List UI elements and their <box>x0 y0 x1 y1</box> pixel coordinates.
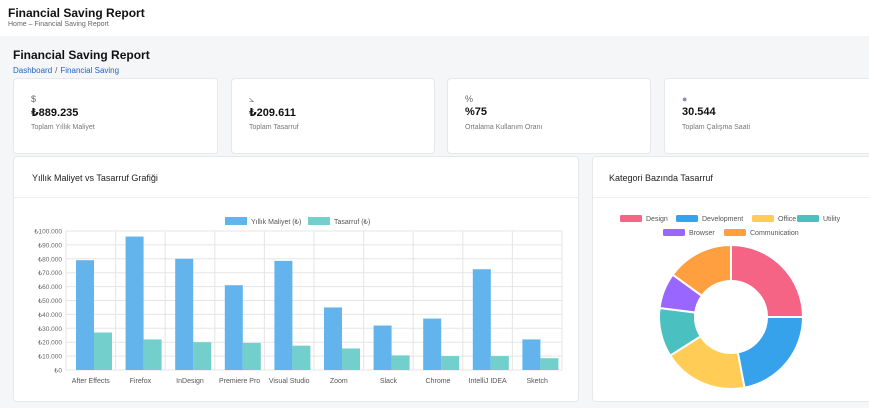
breadcrumb: Dashboard / Financial Saving <box>13 66 119 75</box>
app-title: Financial Saving Report <box>8 6 145 20</box>
stat-label: Toplam Tasarruf <box>249 124 299 131</box>
panel-divider <box>593 197 869 198</box>
stat-card-working-hours: ● 30.544 Toplam Çalışma Saati <box>664 78 869 154</box>
dollar-icon: $ <box>31 94 37 104</box>
bar-cost <box>423 318 442 370</box>
donut-slice <box>736 316 805 389</box>
pie-chart-title: Kategori Bazında Tasarruf <box>609 173 713 183</box>
legend-swatch <box>676 215 698 222</box>
x-tick-label: InDesign <box>176 378 204 385</box>
donut-slice <box>730 243 805 318</box>
bar-saving <box>342 348 360 370</box>
y-tick-label: ₺20.000 <box>38 340 62 347</box>
legend-label: Tasarruf (₺) <box>334 219 370 226</box>
bar-saving <box>441 356 460 370</box>
bar-cost <box>274 260 293 370</box>
stat-label: Ortalama Kullanım Oranı <box>465 124 543 131</box>
stat-label: Toplam Yıllık Maliyet <box>31 124 95 131</box>
donut-chart: Design Development Office Utility Browser Com… <box>620 215 841 390</box>
y-tick-label: ₺0 <box>54 368 62 375</box>
bar-saving <box>193 342 212 370</box>
legend-swatch <box>724 229 746 236</box>
y-tick-label: ₺30.000 <box>38 326 62 333</box>
stat-label: Toplam Çalışma Saati <box>682 124 751 131</box>
x-tick-label: Slack <box>380 378 398 385</box>
stat-card-total-cost: $ ₺889.235 Toplam Yıllık Maliyet <box>13 78 218 154</box>
pie-chart-panel: Kategori Bazında Tasarruf Design Developm… <box>592 156 869 402</box>
y-tick-label: ₺50.000 <box>38 298 62 305</box>
bar-saving <box>490 356 509 370</box>
bar-chart: Yıllık Maliyet (₺) Tasarruf (₺) ₺0 ₺10.000 ₺… <box>34 217 563 385</box>
bar-cost <box>373 325 392 370</box>
bar-saving <box>292 345 311 370</box>
bar-cost <box>175 258 194 370</box>
breadcrumb-current[interactable]: Financial Saving <box>60 66 120 75</box>
stat-value: 30.544 <box>682 106 716 118</box>
y-tick-label: ₺60.000 <box>38 284 62 291</box>
panel-divider <box>14 197 578 198</box>
x-tick-label: Visual Studio <box>269 378 310 385</box>
bar-saving <box>540 358 559 370</box>
bar-chart-panel: Yıllık Maliyet vs Tasarruf Grafiği Yıllı… <box>13 156 579 402</box>
page-title: Financial Saving Report <box>13 48 150 62</box>
breadcrumb-dashboard-link[interactable]: Dashboard <box>13 66 53 75</box>
donut-slice <box>671 243 732 298</box>
legend-label: Development <box>702 216 743 223</box>
legend-swatch <box>797 215 819 222</box>
legend-label: Yıllık Maliyet (₺) <box>251 219 301 226</box>
y-tick-label: ₺70.000 <box>38 270 62 277</box>
stat-card-usage-rate: % %75 Ortalama Kullanım Oranı <box>447 78 651 154</box>
stat-value: ₺889.235 <box>31 107 79 119</box>
y-tick-label: ₺10.000 <box>38 354 62 361</box>
legend-label: Communication <box>750 230 799 237</box>
y-tick-label: ₺40.000 <box>38 312 62 319</box>
bar-cost <box>472 269 491 370</box>
bar-cost <box>324 307 342 370</box>
x-tick-label: After Effects <box>72 378 110 385</box>
x-tick-label: IntelliJ IDEA <box>469 378 507 385</box>
top-breadcrumb: Home – Financial Saving Report <box>8 21 109 28</box>
legend-swatch <box>663 229 685 236</box>
x-tick-label: Premiere Pro <box>219 378 260 385</box>
bar-cost <box>224 285 243 370</box>
legend-label: Utility <box>823 216 841 223</box>
x-tick-label: Firefox <box>130 378 152 385</box>
y-tick-label: ₺100.000 <box>34 229 62 236</box>
bar-saving <box>143 339 162 370</box>
bar-cost <box>125 236 144 370</box>
stat-value: ₺209.611 <box>249 107 296 119</box>
legend-label: Design <box>646 216 668 223</box>
x-tick-label: Chrome <box>426 378 451 385</box>
legend-swatch <box>308 217 330 225</box>
stat-value: %75 <box>465 106 488 118</box>
x-tick-label: Zoom <box>330 378 348 385</box>
y-tick-label: ₺90.000 <box>38 242 62 249</box>
legend-swatch <box>225 217 247 225</box>
bar-chart-title: Yıllık Maliyet vs Tasarruf Grafiği <box>32 173 158 183</box>
bar-cost <box>76 260 94 370</box>
percent-icon: % <box>465 94 474 104</box>
legend-swatch <box>752 215 774 222</box>
bar-saving <box>94 332 112 370</box>
legend-label: Office <box>778 216 796 223</box>
legend-label: Browser <box>689 230 715 237</box>
bar-saving <box>242 342 261 370</box>
bar-cost <box>522 339 541 370</box>
stat-card-total-saving: ⦣ ₺209.611 Toplam Tasarruf <box>231 78 435 154</box>
x-tick-label: Sketch <box>526 378 548 385</box>
chart-line-icon: ⦣ <box>249 94 255 104</box>
clock-icon: ● <box>682 94 688 104</box>
bar-saving <box>391 355 410 370</box>
breadcrumb-separator: / <box>55 66 58 75</box>
legend-swatch <box>620 215 642 222</box>
top-bar: Financial Saving Report Home – Financial… <box>0 0 869 36</box>
y-tick-label: ₺80.000 <box>38 256 62 263</box>
